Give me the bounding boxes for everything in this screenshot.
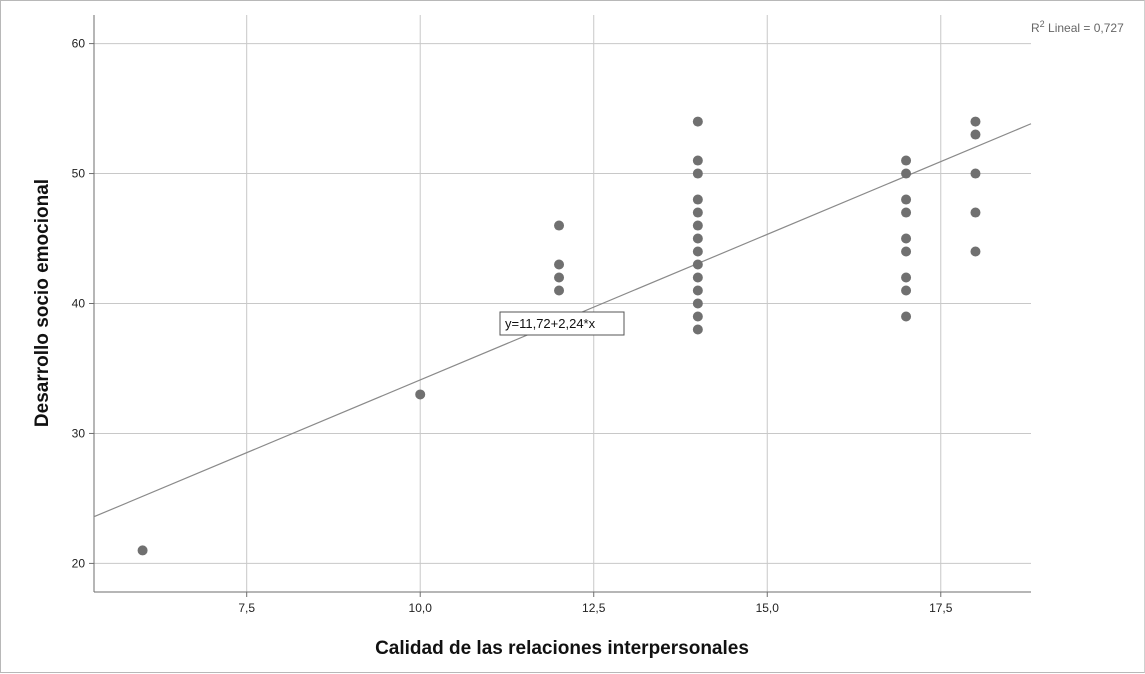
r2-label: R2 Lineal = 0,727 bbox=[1031, 19, 1124, 35]
data-point bbox=[970, 116, 981, 127]
x-tick-label: 12,5 bbox=[582, 601, 606, 615]
axes bbox=[93, 15, 1031, 593]
equation-box bbox=[499, 311, 625, 336]
x-axis-title: Calidad de las relaciones interpersonale… bbox=[375, 638, 749, 659]
data-point bbox=[970, 246, 981, 257]
r2-label-suffix: Lineal = 0,727 bbox=[1045, 21, 1124, 35]
data-point bbox=[554, 259, 565, 270]
data-point bbox=[692, 298, 703, 309]
x-tick-label: 15,0 bbox=[756, 601, 780, 615]
data-point bbox=[970, 207, 981, 218]
data-point bbox=[901, 155, 912, 166]
data-point bbox=[901, 233, 912, 244]
y-tick-label: 40 bbox=[72, 297, 86, 311]
x-tick-label: 7,5 bbox=[238, 601, 255, 615]
data-point bbox=[692, 311, 703, 322]
data-point bbox=[554, 285, 565, 296]
data-point bbox=[415, 389, 426, 400]
data-point bbox=[692, 259, 703, 270]
data-point bbox=[692, 233, 703, 244]
data-point bbox=[554, 220, 565, 231]
x-tick-labels: 7,5 10,0 12,5 15,0 17,5 bbox=[238, 601, 952, 615]
data-point bbox=[970, 129, 981, 140]
data-point bbox=[901, 194, 912, 205]
data-point bbox=[901, 207, 912, 218]
data-point bbox=[901, 272, 912, 283]
data-point bbox=[970, 168, 981, 179]
data-point bbox=[901, 168, 912, 179]
data-point bbox=[901, 246, 912, 257]
data-point bbox=[692, 285, 703, 296]
r2-label-prefix: R bbox=[1031, 21, 1040, 35]
y-tick-label: 30 bbox=[72, 426, 86, 440]
y-tick-label: 60 bbox=[72, 37, 86, 51]
data-point bbox=[692, 168, 703, 179]
equation-label: y=11,72+2,24*x bbox=[505, 316, 596, 331]
r2-superscript: 2 bbox=[1040, 19, 1045, 29]
data-point bbox=[692, 155, 703, 166]
data-point bbox=[692, 220, 703, 231]
y-tick-label: 50 bbox=[72, 167, 86, 181]
x-tick-label: 17,5 bbox=[929, 601, 953, 615]
data-point bbox=[692, 246, 703, 257]
data-point bbox=[901, 285, 912, 296]
data-point bbox=[901, 311, 912, 322]
y-tick-label: 20 bbox=[72, 556, 86, 570]
y-axis-title: Desarrollo socio emocional bbox=[32, 179, 53, 427]
data-point bbox=[692, 272, 703, 283]
data-point bbox=[692, 116, 703, 127]
data-point bbox=[137, 545, 148, 556]
equation-label-box: y=11,72+2,24*x bbox=[499, 311, 625, 336]
data-point bbox=[692, 324, 703, 335]
data-point bbox=[554, 272, 565, 283]
y-tick-labels: 20 30 40 50 60 bbox=[72, 37, 86, 571]
data-points bbox=[137, 116, 981, 556]
data-point bbox=[692, 207, 703, 218]
data-point bbox=[692, 194, 703, 205]
x-tick-label: 10,0 bbox=[409, 601, 433, 615]
grid-lines bbox=[89, 15, 1031, 597]
